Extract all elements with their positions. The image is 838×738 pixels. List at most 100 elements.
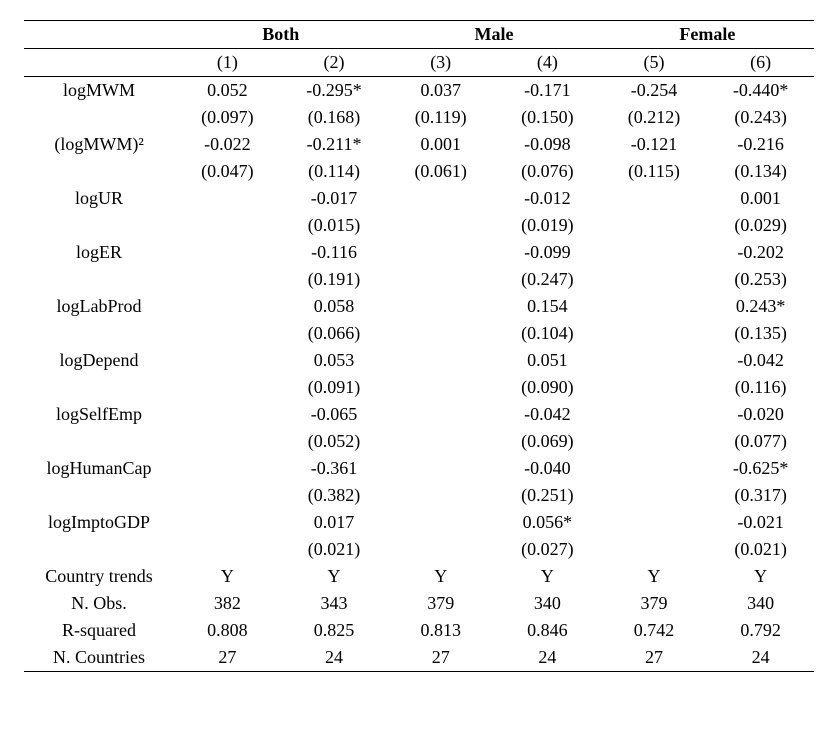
cell	[387, 212, 494, 239]
cell: 24	[707, 644, 814, 672]
cell	[174, 455, 281, 482]
cell: -0.040	[494, 455, 601, 482]
table-row: (0.091)(0.090)(0.116)	[24, 374, 814, 401]
cell	[174, 239, 281, 266]
table-row: R-squared0.8080.8250.8130.8460.7420.792	[24, 617, 814, 644]
cell: 0.053	[281, 347, 388, 374]
cell: 27	[387, 644, 494, 672]
cell	[601, 482, 708, 509]
cell: -0.216	[707, 131, 814, 158]
table-row: N. Obs.382343379340379340	[24, 590, 814, 617]
cell	[387, 536, 494, 563]
row-label: logHumanCap	[24, 455, 174, 482]
col-label-1: (1)	[174, 49, 281, 77]
row-label: logER	[24, 239, 174, 266]
cell: (0.251)	[494, 482, 601, 509]
blank-header	[24, 49, 174, 77]
cell: -0.295*	[281, 77, 388, 105]
cell	[601, 212, 708, 239]
cell: -0.625*	[707, 455, 814, 482]
cell: 0.808	[174, 617, 281, 644]
col-label-3: (3)	[387, 49, 494, 77]
cell: 0.825	[281, 617, 388, 644]
row-label: logUR	[24, 185, 174, 212]
cell: -0.202	[707, 239, 814, 266]
table-body: logMWM0.052-0.295*0.037-0.171-0.254-0.44…	[24, 77, 814, 672]
cell: 343	[281, 590, 388, 617]
row-label	[24, 320, 174, 347]
cell: (0.114)	[281, 158, 388, 185]
table-row: Country trendsYYYYYY	[24, 563, 814, 590]
row-label	[24, 158, 174, 185]
cell: 340	[494, 590, 601, 617]
cell	[601, 401, 708, 428]
cell	[387, 239, 494, 266]
cell	[174, 266, 281, 293]
cell: (0.135)	[707, 320, 814, 347]
cell	[174, 212, 281, 239]
cell: -0.042	[494, 401, 601, 428]
cell: 0.051	[494, 347, 601, 374]
cell: 24	[494, 644, 601, 672]
row-label: Country trends	[24, 563, 174, 590]
cell	[601, 185, 708, 212]
cell: 0.243*	[707, 293, 814, 320]
cell: 379	[601, 590, 708, 617]
cell: 0.154	[494, 293, 601, 320]
cell: (0.243)	[707, 104, 814, 131]
cell	[174, 509, 281, 536]
cell: (0.115)	[601, 158, 708, 185]
cell: 382	[174, 590, 281, 617]
cell: (0.134)	[707, 158, 814, 185]
cell: (0.382)	[281, 482, 388, 509]
table-row: (0.382)(0.251)(0.317)	[24, 482, 814, 509]
cell: (0.253)	[707, 266, 814, 293]
cell: (0.021)	[707, 536, 814, 563]
cell: -0.017	[281, 185, 388, 212]
cell	[601, 293, 708, 320]
table-row: logUR-0.017-0.0120.001	[24, 185, 814, 212]
cell	[601, 455, 708, 482]
table-row: logMWM0.052-0.295*0.037-0.171-0.254-0.44…	[24, 77, 814, 105]
cell	[174, 347, 281, 374]
cell: (0.061)	[387, 158, 494, 185]
table-row: logImptoGDP0.0170.056*-0.021	[24, 509, 814, 536]
cell	[174, 293, 281, 320]
row-label: logSelfEmp	[24, 401, 174, 428]
table-row: N. Countries272427242724	[24, 644, 814, 672]
cell: -0.121	[601, 131, 708, 158]
group-head-both: Both	[174, 21, 387, 49]
cell: -0.022	[174, 131, 281, 158]
cell: (0.119)	[387, 104, 494, 131]
row-label: N. Countries	[24, 644, 174, 672]
cell	[601, 266, 708, 293]
row-label: N. Obs.	[24, 590, 174, 617]
cell: (0.090)	[494, 374, 601, 401]
row-label: logImptoGDP	[24, 509, 174, 536]
col-number-row: (1) (2) (3) (4) (5) (6)	[24, 49, 814, 77]
cell: -0.361	[281, 455, 388, 482]
blank-header	[24, 21, 174, 49]
cell	[601, 536, 708, 563]
col-label-2: (2)	[281, 49, 388, 77]
cell	[387, 374, 494, 401]
row-label	[24, 104, 174, 131]
table-row: (0.047)(0.114)(0.061)(0.076)(0.115)(0.13…	[24, 158, 814, 185]
table-row: (logMWM)²-0.022-0.211*0.001-0.098-0.121-…	[24, 131, 814, 158]
cell: 24	[281, 644, 388, 672]
cell: 0.742	[601, 617, 708, 644]
cell: -0.021	[707, 509, 814, 536]
cell: -0.042	[707, 347, 814, 374]
cell	[387, 509, 494, 536]
cell: (0.212)	[601, 104, 708, 131]
cell: 0.052	[174, 77, 281, 105]
cell	[601, 374, 708, 401]
cell: (0.077)	[707, 428, 814, 455]
table-row: logER-0.116-0.099-0.202	[24, 239, 814, 266]
row-label: logLabProd	[24, 293, 174, 320]
cell: (0.116)	[707, 374, 814, 401]
cell: Y	[387, 563, 494, 590]
table-row: (0.066)(0.104)(0.135)	[24, 320, 814, 347]
cell: Y	[601, 563, 708, 590]
cell	[174, 536, 281, 563]
